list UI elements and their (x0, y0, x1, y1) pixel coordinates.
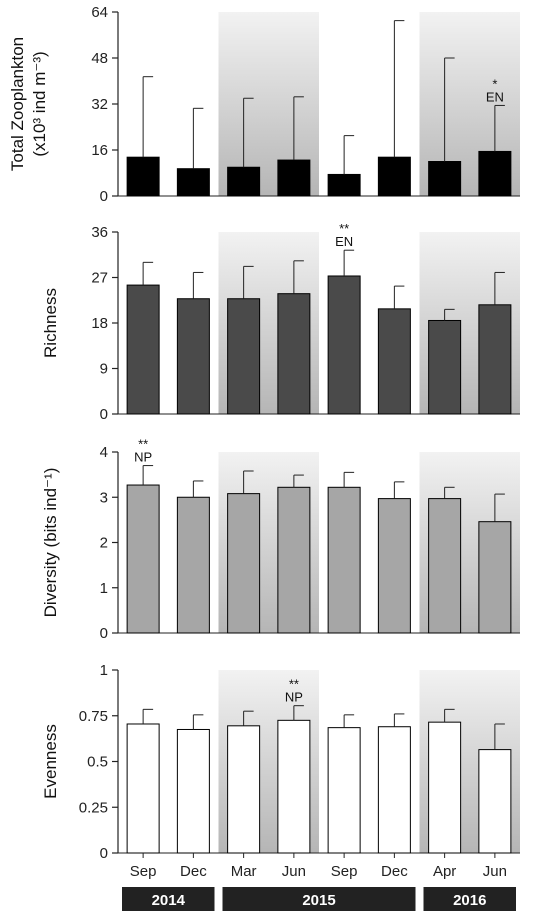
significance-label: ** (289, 677, 299, 692)
month-label: Sep (331, 863, 358, 880)
month-label: Apr (433, 863, 456, 880)
bar (277, 159, 311, 197)
year-label: 2016 (453, 892, 486, 909)
x-axis: Sep Dec Mar Jun Sep Dec Apr Jun 2014 2015 2016 (122, 853, 516, 911)
bar (377, 498, 411, 634)
bar (327, 727, 361, 854)
month-label: Sep (130, 863, 157, 880)
bar (176, 168, 210, 197)
y-tick-label: 0.5 (87, 754, 108, 771)
month-label: Dec (180, 863, 207, 880)
bar (377, 308, 411, 415)
month-label: Jun (282, 863, 306, 880)
year-label: 2015 (302, 892, 335, 909)
y-tick-label: 27 (91, 270, 108, 287)
year-label: 2014 (152, 892, 186, 909)
bar (126, 156, 160, 197)
bar (227, 493, 261, 634)
bar (428, 498, 462, 634)
bar (277, 719, 311, 854)
bar (478, 521, 512, 634)
month-label: Jun (483, 863, 507, 880)
month-label: Dec (381, 863, 408, 880)
significance-label: EN (335, 234, 353, 249)
bar (176, 298, 210, 415)
significance-label: NP (285, 690, 303, 705)
bar (327, 173, 361, 197)
bar (176, 728, 210, 854)
y-tick-label: 3 (100, 489, 108, 506)
chart-panel-1: 0 16 32 48 64 Total Zooplankton (x10³ ind m⁻³)… (8, 4, 520, 205)
significance-label: EN (486, 89, 504, 104)
significance-label: * (492, 76, 497, 91)
bar (428, 161, 462, 197)
year-bar (423, 887, 516, 911)
y-tick-label: 32 (91, 96, 108, 113)
bar (277, 486, 311, 634)
year-bar (122, 887, 215, 911)
y-tick-label: 48 (91, 50, 108, 67)
y-tick-label: 0 (100, 188, 108, 205)
bar (227, 298, 261, 415)
bar (126, 284, 160, 415)
y-tick-label: 0 (100, 845, 108, 862)
y-tick-label: 9 (100, 361, 108, 378)
significance-label: NP (134, 450, 152, 465)
month-label: Mar (231, 863, 257, 880)
chart-panel-3: 0 1 2 3 4 Diversity (bits ind⁻¹) **NP (41, 437, 520, 642)
y-tick-label: 0.75 (79, 708, 108, 725)
bar (478, 150, 512, 197)
y-tick-label: 64 (91, 4, 108, 21)
bar (377, 156, 411, 197)
bar (428, 319, 462, 415)
y-axis-label: Total Zooplankton (8, 37, 27, 171)
year-bar (222, 887, 416, 911)
y-tick-label: 1 (100, 580, 108, 597)
bar (428, 721, 462, 854)
bar (277, 293, 311, 415)
significance-label: ** (138, 437, 148, 452)
chart-panel-4: 0 0.25 0.5 0.75 1 Evenness **NP (41, 662, 520, 862)
y-tick-label: 0.25 (79, 799, 108, 816)
chart-panel-2: 0 9 18 27 36 Richness **EN (41, 221, 520, 423)
bar (327, 486, 361, 634)
y-tick-label: 36 (91, 224, 108, 241)
y-axis-label: Richness (41, 288, 60, 358)
bar (176, 496, 210, 634)
y-tick-label: 1 (100, 662, 108, 679)
y-axis-label: Evenness (41, 724, 60, 799)
bar (126, 723, 160, 854)
bar (227, 166, 261, 197)
bar (478, 749, 512, 854)
significance-label: ** (339, 221, 349, 236)
y-axis-label: Diversity (bits ind⁻¹) (41, 468, 60, 618)
y-tick-label: 4 (100, 444, 108, 461)
bar (377, 726, 411, 854)
y-tick-label: 0 (100, 406, 108, 423)
y-tick-label: 18 (91, 315, 108, 332)
y-tick-label: 2 (100, 535, 108, 552)
bar (227, 725, 261, 854)
bar (126, 484, 160, 634)
y-tick-label: 0 (100, 625, 108, 642)
bar (478, 304, 512, 415)
bar (327, 275, 361, 415)
y-axis-label: (x10³ ind m⁻³) (30, 51, 49, 156)
y-tick-label: 16 (91, 142, 108, 159)
